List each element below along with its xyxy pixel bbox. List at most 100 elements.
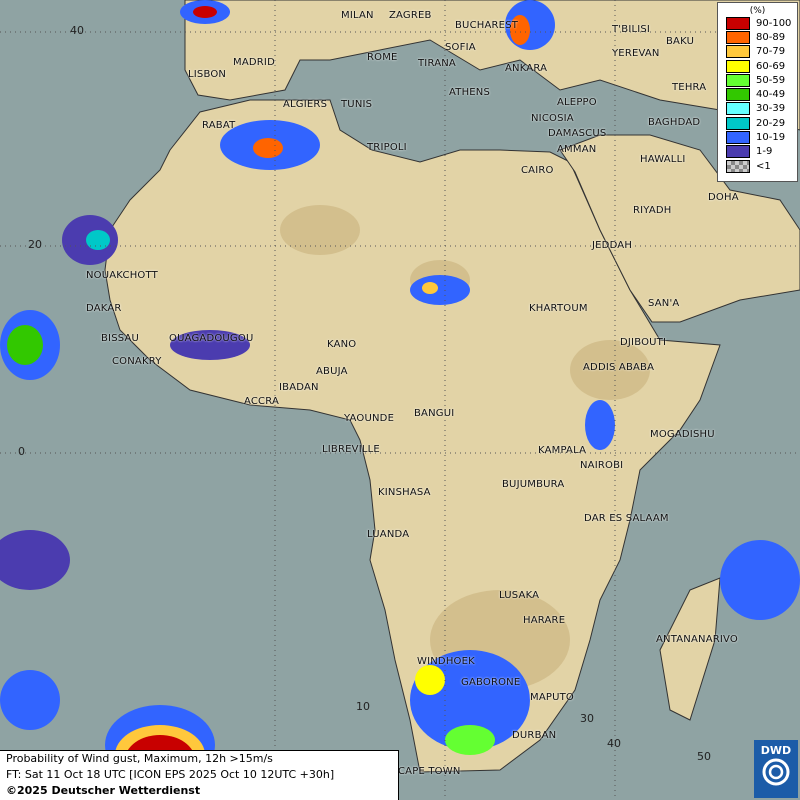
- city-label: MADRID: [233, 57, 275, 68]
- city-label: KHARTOUM: [529, 303, 588, 314]
- city-label: KINSHASA: [378, 487, 431, 498]
- legend-swatch: [726, 59, 750, 73]
- city-label: HAWALLI: [640, 154, 686, 165]
- city-label: ZAGREB: [389, 10, 432, 21]
- city-label: ANKARA: [505, 63, 548, 74]
- city-label: WINDHOEK: [417, 656, 475, 667]
- legend-swatch: [726, 16, 750, 30]
- city-label: LIBREVILLE: [322, 444, 380, 455]
- legend-item: 60-69: [726, 59, 797, 73]
- legend-swatch: [726, 102, 750, 116]
- legend-label: 70-79: [756, 46, 786, 58]
- caption-title: Probability of Wind gust, Maximum, 12h >…: [6, 752, 273, 765]
- land: [104, 0, 800, 773]
- lat-label: 0: [18, 445, 25, 458]
- legend-swatch: [726, 30, 750, 44]
- lon-label: 40: [607, 737, 621, 750]
- arabia: [559, 134, 800, 323]
- city-label: AMMAN: [557, 144, 597, 155]
- legend-label: 30-39: [756, 103, 786, 115]
- lat-label: 20: [28, 238, 42, 251]
- city-label: JEDDAH: [592, 240, 633, 251]
- city-label: ALGIERS: [283, 99, 328, 110]
- city-label: RIYADH: [633, 205, 672, 216]
- legend-label: 1-9: [756, 146, 773, 158]
- lat-label: 40: [70, 24, 84, 37]
- lon-label: 50: [697, 750, 711, 763]
- lon-label: 30: [580, 712, 594, 725]
- legend-item: 90-100: [726, 16, 797, 30]
- city-label: NICOSIA: [531, 113, 574, 124]
- city-label: IBADAN: [279, 382, 319, 393]
- madagascar: [659, 577, 721, 721]
- city-label: LUANDA: [367, 529, 410, 540]
- city-label: KAMPALA: [538, 445, 587, 456]
- city-label: ANTANANARIVO: [656, 634, 738, 645]
- city-label: ATHENS: [449, 87, 491, 98]
- legend-swatch: [726, 145, 750, 159]
- legend-item: 1-9: [726, 145, 797, 159]
- africa: [104, 99, 721, 773]
- city-label: BAKU: [666, 36, 695, 47]
- city-label: BISSAU: [101, 333, 140, 344]
- city-label: SOFIA: [445, 42, 476, 53]
- city-label: ACCRA: [244, 396, 280, 407]
- logo-text: DWD: [760, 744, 792, 757]
- dwd-swirl-icon: [762, 758, 790, 786]
- legend-item: 50-59: [726, 73, 797, 87]
- caption-copyright: ©2025 Deutscher Wetterdienst: [6, 784, 201, 797]
- legend-swatch: [726, 116, 750, 130]
- legend-item: 20-29: [726, 116, 797, 130]
- legend-label: 80-89: [756, 31, 786, 43]
- city-label: MILAN: [341, 10, 374, 21]
- city-label: ADDIS ABABA: [583, 362, 655, 373]
- city-label: NOUAKCHOTT: [86, 270, 158, 281]
- legend-item: 40-49: [726, 87, 797, 102]
- legend-item: <1: [726, 159, 797, 173]
- city-label: ALEPPO: [557, 97, 597, 108]
- city-label: OUAGADOUGOU: [169, 333, 254, 344]
- city-label: YAOUNDE: [344, 413, 395, 424]
- city-label: MAPUTO: [530, 692, 574, 703]
- city-label: ABUJA: [316, 366, 348, 377]
- city-label: HARARE: [523, 615, 566, 626]
- city-label: ROME: [367, 52, 398, 63]
- city-label: TEHRA: [672, 82, 707, 93]
- city-label: DURBAN: [512, 730, 557, 741]
- legend-swatch: [726, 73, 750, 87]
- legend-item: 80-89: [726, 30, 797, 44]
- city-label: T'BILISI: [612, 24, 651, 35]
- city-label: YEREVAN: [612, 48, 660, 59]
- city-label: KANO: [327, 339, 357, 350]
- city-label: TUNIS: [341, 99, 373, 110]
- legend-item: 70-79: [726, 45, 797, 59]
- dwd-logo: DWD: [754, 740, 798, 798]
- legend-label: 90-100: [756, 17, 792, 29]
- legend-swatch: [726, 159, 750, 173]
- city-label: BUCHAREST: [455, 20, 519, 31]
- city-label: BAGHDAD: [648, 117, 701, 128]
- city-label: DJIBOUTI: [620, 337, 667, 348]
- city-label: MOGADISHU: [650, 429, 715, 440]
- lon-label: 10: [356, 700, 370, 713]
- legend-item: 30-39: [726, 102, 797, 116]
- map-caption: Probability of Wind gust, Maximum, 12h >…: [0, 750, 399, 800]
- city-label: LUSAKA: [499, 590, 540, 601]
- city-label: TIRANA: [418, 58, 456, 69]
- city-label: DOHA: [708, 192, 739, 203]
- legend-label: 10-19: [756, 132, 786, 144]
- city-label: GABORONE: [461, 677, 521, 688]
- city-label: SAN'A: [648, 298, 680, 309]
- city-label: TRIPOLI: [367, 142, 407, 153]
- legend-label: 20-29: [756, 117, 786, 129]
- city-label: CONAKRY: [112, 356, 162, 367]
- legend-label: <1: [756, 160, 771, 172]
- legend-item: 10-19: [726, 130, 797, 145]
- city-label: RABAT: [202, 120, 236, 131]
- city-label: BANGUI: [414, 408, 455, 419]
- legend-label: 50-59: [756, 74, 786, 86]
- city-label: LISBON: [188, 69, 227, 80]
- legend-unit: (%): [749, 6, 766, 16]
